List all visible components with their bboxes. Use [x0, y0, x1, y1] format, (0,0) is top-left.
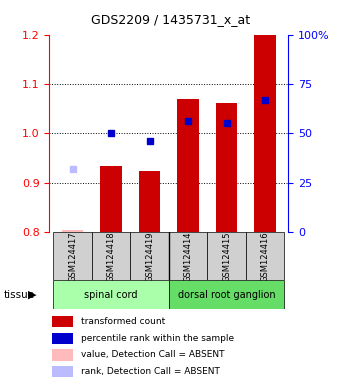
Text: percentile rank within the sample: percentile rank within the sample	[81, 334, 235, 343]
Text: transformed count: transformed count	[81, 317, 166, 326]
Text: value, Detection Call = ABSENT: value, Detection Call = ABSENT	[81, 351, 225, 359]
Text: GSM124419: GSM124419	[145, 231, 154, 281]
Bar	[177, 99, 198, 232]
Bar	[207, 232, 246, 280]
Bar	[101, 166, 122, 232]
Bar	[52, 349, 73, 361]
Text: dorsal root ganglion: dorsal root ganglion	[178, 290, 276, 300]
Bar	[169, 232, 207, 280]
Bar	[62, 230, 83, 232]
Text: ▶: ▶	[28, 290, 36, 300]
Bar	[92, 232, 130, 280]
Bar	[53, 232, 92, 280]
Bar	[52, 316, 73, 327]
Bar	[254, 32, 276, 232]
Text: GSM124417: GSM124417	[68, 231, 77, 281]
Bar	[52, 333, 73, 344]
Bar	[52, 366, 73, 377]
Text: GSM124418: GSM124418	[106, 231, 116, 281]
Text: GDS2209 / 1435731_x_at: GDS2209 / 1435731_x_at	[91, 13, 250, 26]
Text: tissue: tissue	[3, 290, 34, 300]
Bar	[246, 232, 284, 280]
Bar	[130, 232, 169, 280]
Bar	[216, 103, 237, 232]
Text: rank, Detection Call = ABSENT: rank, Detection Call = ABSENT	[81, 367, 220, 376]
Bar	[169, 280, 284, 309]
Text: GSM124416: GSM124416	[261, 231, 269, 281]
Text: spinal cord: spinal cord	[84, 290, 138, 300]
Text: GSM124414: GSM124414	[183, 231, 193, 281]
Bar	[53, 280, 169, 309]
Bar	[139, 170, 160, 232]
Text: GSM124415: GSM124415	[222, 231, 231, 281]
